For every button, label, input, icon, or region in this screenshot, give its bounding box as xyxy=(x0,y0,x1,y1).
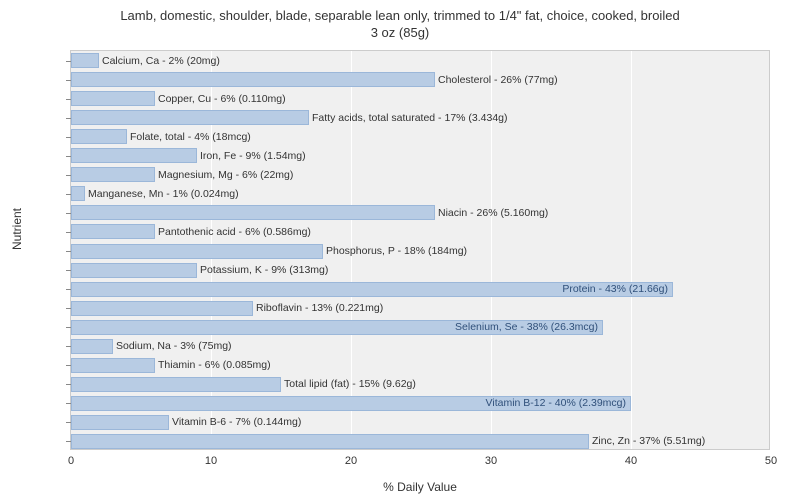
nutrient-bar-label: Copper, Cu - 6% (0.110mg) xyxy=(158,93,286,105)
nutrient-bar-label: Protein - 43% (21.66g) xyxy=(562,283,668,295)
y-axis-label: Nutrient xyxy=(10,208,24,250)
nutrient-bar-label: Selenium, Se - 38% (26.3mcg) xyxy=(455,321,598,333)
y-tick xyxy=(66,156,71,157)
nutrient-bar-label: Potassium, K - 9% (313mg) xyxy=(200,264,328,276)
y-tick xyxy=(66,213,71,214)
nutrient-bar: Niacin - 26% (5.160mg) xyxy=(71,205,435,220)
y-tick xyxy=(66,137,71,138)
nutrient-bar-label: Niacin - 26% (5.160mg) xyxy=(438,207,548,219)
nutrient-bar-label: Pantothenic acid - 6% (0.586mg) xyxy=(158,226,311,238)
nutrient-bar: Copper, Cu - 6% (0.110mg) xyxy=(71,91,155,106)
y-tick xyxy=(66,403,71,404)
x-tick-label: 50 xyxy=(765,455,777,467)
x-tick-label: 0 xyxy=(68,455,74,467)
nutrient-bar-label: Thiamin - 6% (0.085mg) xyxy=(158,359,271,371)
nutrient-bar: Selenium, Se - 38% (26.3mcg) xyxy=(71,320,603,335)
y-tick xyxy=(66,346,71,347)
nutrient-bar: Sodium, Na - 3% (75mg) xyxy=(71,339,113,354)
nutrient-bar-label: Total lipid (fat) - 15% (9.62g) xyxy=(284,378,416,390)
nutrient-bar-label: Manganese, Mn - 1% (0.024mg) xyxy=(88,188,239,200)
title-line-2: 3 oz (85g) xyxy=(371,25,430,40)
y-tick xyxy=(66,99,71,100)
nutrient-bar: Potassium, K - 9% (313mg) xyxy=(71,263,197,278)
gridline xyxy=(631,51,632,449)
nutrient-bar: Magnesium, Mg - 6% (22mg) xyxy=(71,167,155,182)
nutrient-bar: Calcium, Ca - 2% (20mg) xyxy=(71,53,99,68)
y-tick xyxy=(66,80,71,81)
chart-container: Lamb, domestic, shoulder, blade, separab… xyxy=(0,0,800,500)
nutrient-bar-label: Vitamin B-12 - 40% (2.39mcg) xyxy=(486,397,626,409)
y-tick xyxy=(66,251,71,252)
y-tick xyxy=(66,232,71,233)
nutrient-bar-label: Calcium, Ca - 2% (20mg) xyxy=(102,55,220,67)
y-tick xyxy=(66,308,71,309)
x-tick-label: 40 xyxy=(625,455,637,467)
y-tick xyxy=(66,194,71,195)
nutrient-bar: Fatty acids, total saturated - 17% (3.43… xyxy=(71,110,309,125)
nutrient-bar-label: Folate, total - 4% (18mcg) xyxy=(130,131,251,143)
nutrient-bar: Manganese, Mn - 1% (0.024mg) xyxy=(71,186,85,201)
nutrient-bar: Phosphorus, P - 18% (184mg) xyxy=(71,244,323,259)
nutrient-bar-label: Magnesium, Mg - 6% (22mg) xyxy=(158,169,293,181)
nutrient-bar: Vitamin B-6 - 7% (0.144mg) xyxy=(71,415,169,430)
y-tick xyxy=(66,327,71,328)
nutrient-bar: Total lipid (fat) - 15% (9.62g) xyxy=(71,377,281,392)
title-line-1: Lamb, domestic, shoulder, blade, separab… xyxy=(120,8,679,23)
nutrient-bar: Riboflavin - 13% (0.221mg) xyxy=(71,301,253,316)
y-tick xyxy=(66,61,71,62)
nutrient-bar: Vitamin B-12 - 40% (2.39mcg) xyxy=(71,396,631,411)
nutrient-bar: Iron, Fe - 9% (1.54mg) xyxy=(71,148,197,163)
y-tick xyxy=(66,175,71,176)
nutrient-bar-label: Fatty acids, total saturated - 17% (3.43… xyxy=(312,112,508,124)
y-tick xyxy=(66,118,71,119)
nutrient-bar: Zinc, Zn - 37% (5.51mg) xyxy=(71,434,589,449)
nutrient-bar-label: Cholesterol - 26% (77mg) xyxy=(438,74,558,86)
x-tick-label: 20 xyxy=(345,455,357,467)
y-tick xyxy=(66,365,71,366)
x-tick-label: 10 xyxy=(205,455,217,467)
nutrient-bar-label: Sodium, Na - 3% (75mg) xyxy=(116,340,232,352)
nutrient-bar-label: Zinc, Zn - 37% (5.51mg) xyxy=(592,435,705,447)
nutrient-bar-label: Iron, Fe - 9% (1.54mg) xyxy=(200,150,306,162)
x-tick-label: 30 xyxy=(485,455,497,467)
nutrient-bar-label: Vitamin B-6 - 7% (0.144mg) xyxy=(172,416,301,428)
nutrient-bar: Folate, total - 4% (18mcg) xyxy=(71,129,127,144)
x-axis-label: % Daily Value xyxy=(70,480,770,494)
nutrient-bar-label: Phosphorus, P - 18% (184mg) xyxy=(326,245,467,257)
plot-area: 01020304050Calcium, Ca - 2% (20mg)Choles… xyxy=(70,50,770,450)
y-tick xyxy=(66,441,71,442)
nutrient-bar: Thiamin - 6% (0.085mg) xyxy=(71,358,155,373)
y-tick xyxy=(66,289,71,290)
chart-title: Lamb, domestic, shoulder, blade, separab… xyxy=(0,0,800,42)
nutrient-bar: Cholesterol - 26% (77mg) xyxy=(71,72,435,87)
y-tick xyxy=(66,384,71,385)
y-tick xyxy=(66,270,71,271)
nutrient-bar: Protein - 43% (21.66g) xyxy=(71,282,673,297)
y-tick xyxy=(66,422,71,423)
nutrient-bar: Pantothenic acid - 6% (0.586mg) xyxy=(71,224,155,239)
nutrient-bar-label: Riboflavin - 13% (0.221mg) xyxy=(256,302,383,314)
